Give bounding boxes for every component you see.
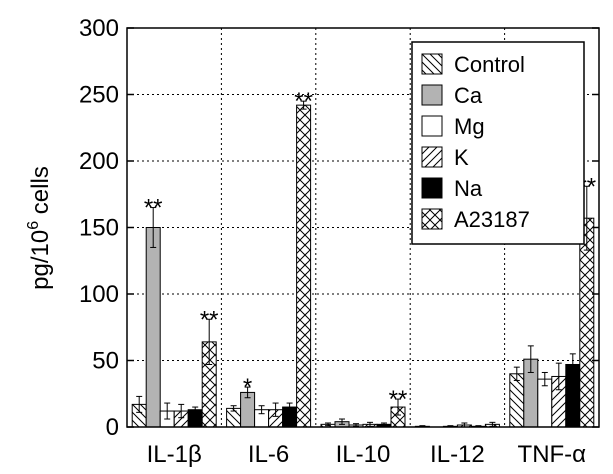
legend-swatch: [421, 115, 443, 137]
bar: [509, 373, 525, 428]
legend: Control Ca Mg K Na A23187: [411, 41, 585, 245]
y-tick-label: 200: [79, 148, 119, 175]
legend-swatch: [421, 146, 443, 168]
y-tick-label: 50: [92, 348, 119, 375]
legend-label: Control: [454, 52, 525, 77]
significance-marker: **: [294, 88, 313, 115]
y-axis-title: pg/106 cells: [25, 166, 54, 290]
significance-marker: *: [243, 374, 252, 401]
x-tick-label: TNF-α: [518, 441, 587, 468]
legend-swatch: [421, 208, 443, 230]
significance-marker: **: [200, 306, 219, 333]
annotations-layer: ***********: [144, 88, 596, 413]
x-tick-label: IL-12: [430, 441, 485, 468]
significance-marker: **: [144, 195, 163, 222]
y-axis-title-superscript: 6: [25, 221, 42, 230]
y-tick-label: 100: [79, 281, 119, 308]
significance-marker: **: [389, 386, 408, 413]
y-axis-title-tail: cells: [27, 166, 54, 221]
legend-swatch: [421, 53, 443, 75]
x-axis: IL-1β IL-6 IL-10 IL-12 TNF-α: [147, 441, 587, 468]
y-tick-label: 300: [79, 15, 119, 42]
legend-label: A23187: [454, 207, 530, 232]
legend-label: Ca: [454, 83, 483, 108]
y-tick-label: 250: [79, 82, 119, 109]
x-tick-label: IL-6: [248, 441, 289, 468]
legend-label: Na: [454, 176, 483, 201]
legend-label: Mg: [454, 114, 485, 139]
legend-swatch: [421, 84, 443, 106]
bar: [537, 378, 553, 428]
bar: [145, 227, 161, 428]
y-axis-title-main: pg/10: [27, 230, 54, 290]
y-tick-label: 150: [79, 215, 119, 242]
x-tick-label: IL-1β: [147, 441, 202, 468]
y-tick-label: 0: [106, 414, 119, 441]
legend-swatch: [421, 177, 443, 199]
legend-label: K: [454, 145, 469, 170]
y-axis: 0 50 100 150 200 250 300: [79, 15, 599, 441]
x-tick-label: IL-10: [336, 441, 391, 468]
bar: [296, 104, 312, 428]
